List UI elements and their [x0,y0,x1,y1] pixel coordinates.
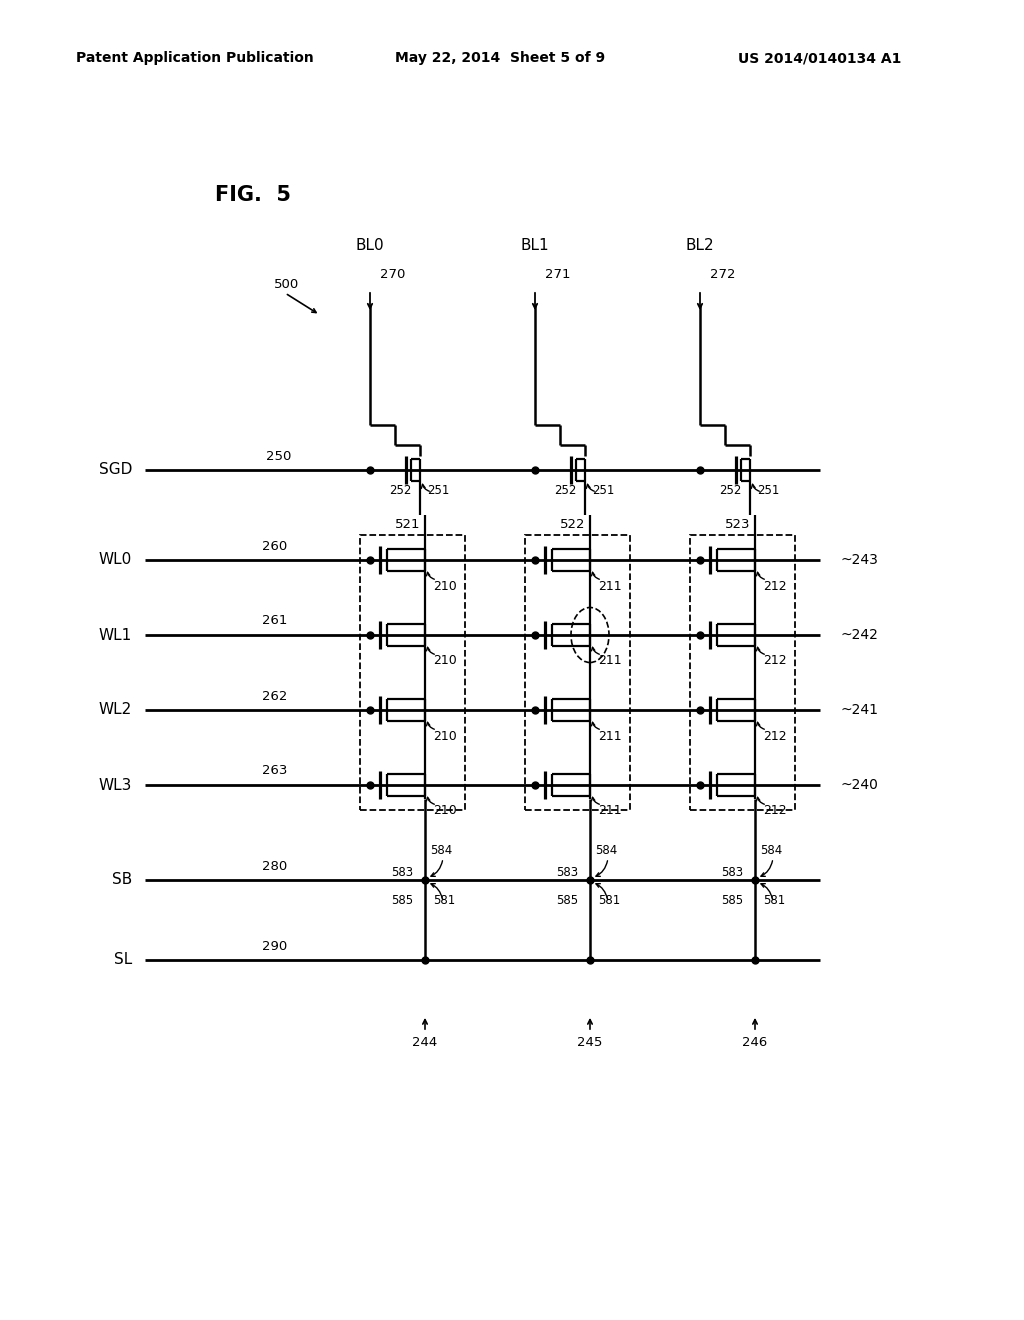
Text: 212: 212 [763,579,786,593]
Text: 245: 245 [578,1036,603,1049]
Text: 585: 585 [721,894,743,907]
Text: 251: 251 [592,483,614,496]
Text: 211: 211 [598,579,622,593]
Text: 261: 261 [262,615,288,627]
Text: 584: 584 [595,843,617,857]
Text: FIG.  5: FIG. 5 [215,185,291,205]
Text: 262: 262 [262,689,288,702]
Text: BL0: BL0 [355,238,384,252]
Text: 210: 210 [433,730,457,742]
Text: 271: 271 [545,268,570,281]
Text: 251: 251 [757,483,779,496]
Text: 523: 523 [725,519,751,532]
Text: WL1: WL1 [98,627,132,643]
Text: 210: 210 [433,804,457,817]
Text: 212: 212 [763,730,786,742]
Text: 252: 252 [554,483,577,496]
Text: ~241: ~241 [840,704,878,717]
Text: 270: 270 [380,268,406,281]
Text: US 2014/0140134 A1: US 2014/0140134 A1 [738,51,902,65]
Text: 244: 244 [413,1036,437,1049]
Text: SB: SB [112,873,132,887]
Text: ~242: ~242 [840,628,878,642]
Text: May 22, 2014  Sheet 5 of 9: May 22, 2014 Sheet 5 of 9 [395,51,605,65]
Text: 246: 246 [742,1036,768,1049]
Text: WL0: WL0 [98,553,132,568]
Text: WL3: WL3 [98,777,132,792]
Text: 581: 581 [763,894,785,907]
Bar [690,535,795,810]
Text: 260: 260 [262,540,288,553]
Text: SGD: SGD [98,462,132,478]
Text: 584: 584 [760,843,782,857]
Text: 212: 212 [763,655,786,668]
Text: 583: 583 [391,866,413,879]
Text: 581: 581 [433,894,456,907]
Text: 211: 211 [598,804,622,817]
Text: WL2: WL2 [98,702,132,718]
Text: 521: 521 [395,519,421,532]
Text: 585: 585 [556,894,578,907]
Text: BL2: BL2 [686,238,715,252]
Text: BL1: BL1 [520,238,549,252]
Bar [360,535,465,810]
Text: 252: 252 [389,483,412,496]
Text: 583: 583 [721,866,743,879]
Text: ~240: ~240 [840,777,878,792]
Text: 272: 272 [710,268,735,281]
Text: 210: 210 [433,655,457,668]
Text: 585: 585 [391,894,413,907]
Text: 211: 211 [598,655,622,668]
Text: 584: 584 [430,843,453,857]
Text: 583: 583 [556,866,578,879]
Text: 250: 250 [266,450,292,462]
Text: 522: 522 [560,519,586,532]
Text: 210: 210 [433,579,457,593]
Text: 500: 500 [274,279,299,292]
Text: 212: 212 [763,804,786,817]
Text: 263: 263 [262,764,288,777]
Text: 251: 251 [427,483,450,496]
Text: 290: 290 [262,940,288,953]
Text: 252: 252 [719,483,741,496]
Bar [525,535,630,810]
Text: Patent Application Publication: Patent Application Publication [76,51,314,65]
Text: 211: 211 [598,730,622,742]
Text: 280: 280 [262,859,288,873]
Text: 581: 581 [598,894,621,907]
Text: ~243: ~243 [840,553,878,568]
Text: SL: SL [114,953,132,968]
